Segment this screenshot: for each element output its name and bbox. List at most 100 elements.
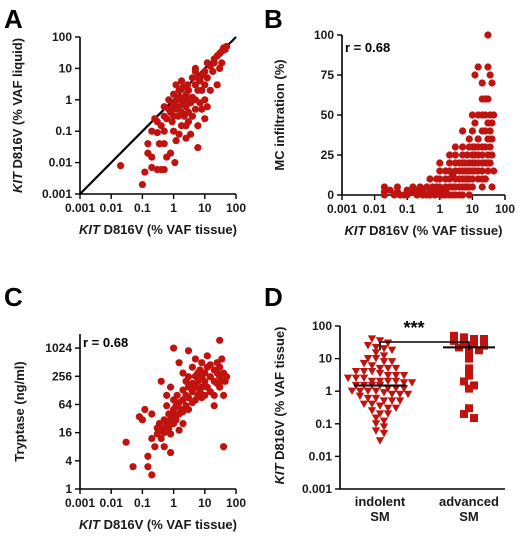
data-point — [191, 383, 200, 391]
data-point — [179, 386, 187, 394]
data-point-indolent — [379, 423, 389, 431]
data-point — [484, 95, 492, 103]
data-point-indolent — [355, 392, 365, 401]
data-point-indolent — [387, 397, 397, 405]
y-tick-label: 4 — [65, 454, 72, 468]
data-point — [458, 191, 467, 199]
data-point — [160, 103, 168, 111]
data-point-indolent — [407, 379, 417, 387]
data-point — [478, 183, 486, 191]
panel-label-c: C — [4, 282, 23, 312]
data-point — [172, 81, 180, 89]
correlation-label-c: r = 0.68 — [83, 335, 128, 350]
data-point-indolent — [399, 372, 409, 380]
data-point — [451, 151, 459, 159]
data-point — [144, 463, 152, 471]
data-point — [468, 127, 476, 135]
y-axis-label: MC infiltration (%) — [272, 59, 287, 170]
data-point — [155, 140, 163, 148]
data-point — [198, 86, 206, 94]
data-point — [160, 429, 168, 437]
x-tick-label: 10 — [198, 201, 212, 215]
data-point — [203, 74, 211, 82]
y-tick-label: 64 — [59, 397, 73, 411]
x-tick-label: 100 — [495, 202, 515, 216]
x-axis-label-text: D816V (% VAF tissue) — [100, 222, 237, 237]
data-point-advanced — [470, 414, 478, 423]
data-point-indolent — [379, 430, 389, 438]
data-point — [163, 391, 171, 399]
x-tick-label: 1 — [170, 496, 177, 510]
y-tick-label: 0.01 — [309, 449, 333, 463]
data-point — [186, 130, 195, 138]
data-point — [471, 119, 479, 127]
data-point-indolent — [375, 437, 385, 445]
data-point-indolent — [383, 385, 393, 393]
data-point-advanced — [480, 334, 488, 343]
x-tick-label: 0.01 — [100, 201, 124, 215]
y-axis-label: KIT D816V (% VAF liquid) — [10, 38, 25, 193]
x-tick-label: 0.01 — [363, 202, 387, 216]
data-point-indolent — [367, 367, 377, 376]
data-point-indolent — [367, 362, 377, 370]
data-point — [201, 67, 209, 76]
data-point — [484, 63, 492, 71]
data-point — [468, 111, 476, 119]
y-tick-label: 0.1 — [55, 124, 72, 138]
data-point — [468, 183, 476, 191]
data-point-indolent — [387, 346, 397, 355]
data-point-indolent — [371, 414, 381, 422]
data-point — [488, 135, 496, 143]
x-tick-label: 0.1 — [134, 201, 151, 215]
data-point — [488, 151, 496, 159]
data-point — [175, 426, 183, 434]
data-point — [218, 59, 226, 67]
data-point — [201, 96, 209, 104]
data-point — [403, 191, 411, 199]
data-point — [183, 81, 192, 89]
data-point-advanced — [465, 364, 473, 373]
data-point — [148, 153, 156, 161]
data-point — [201, 391, 209, 399]
data-point-indolent — [355, 387, 365, 395]
data-point — [486, 71, 494, 79]
x-tick-label: 10 — [466, 202, 480, 216]
data-point — [213, 81, 221, 89]
data-point-advanced — [465, 348, 473, 357]
data-point-indolent — [391, 364, 401, 373]
chart-panel-b: 0.001 0.01 0.1 1 10 100 0 25 50 75 100 KIT D816V (%… — [272, 28, 515, 238]
x-axis-label-gene: KIT — [79, 222, 101, 237]
x-axis-label-text: D816V (% VAF tissue) — [100, 517, 237, 532]
data-point — [446, 159, 454, 167]
data-point — [198, 383, 206, 391]
data-point-indolent — [379, 417, 389, 426]
data-point — [148, 471, 156, 479]
data-point — [157, 434, 165, 443]
data-point-indolent — [383, 377, 393, 386]
data-point-indolent — [399, 379, 409, 387]
data-point — [206, 86, 214, 94]
category-label: advanced — [439, 494, 499, 509]
data-point — [468, 175, 476, 183]
data-point-indolent — [375, 377, 385, 386]
data-point — [471, 71, 479, 79]
data-point — [160, 127, 168, 135]
data-point — [129, 463, 137, 471]
data-point — [179, 419, 187, 428]
data-point — [198, 105, 206, 113]
x-axis-label: KIT D816V (% VAF tissue) — [345, 223, 503, 238]
x-tick-label: 10 — [198, 496, 212, 510]
data-point — [191, 64, 200, 72]
data-point-indolent — [367, 335, 377, 343]
data-point — [166, 149, 175, 157]
data-point — [151, 443, 159, 451]
y-axis-label: KIT D816V (% VAF tissue) — [272, 327, 287, 485]
x-tick-label: 100 — [226, 201, 246, 215]
y-tick-label: 25 — [321, 148, 335, 162]
data-point-indolent — [399, 385, 409, 393]
data-point — [198, 359, 206, 367]
data-point — [201, 369, 209, 377]
data-point — [465, 191, 473, 199]
data-point — [216, 383, 224, 391]
